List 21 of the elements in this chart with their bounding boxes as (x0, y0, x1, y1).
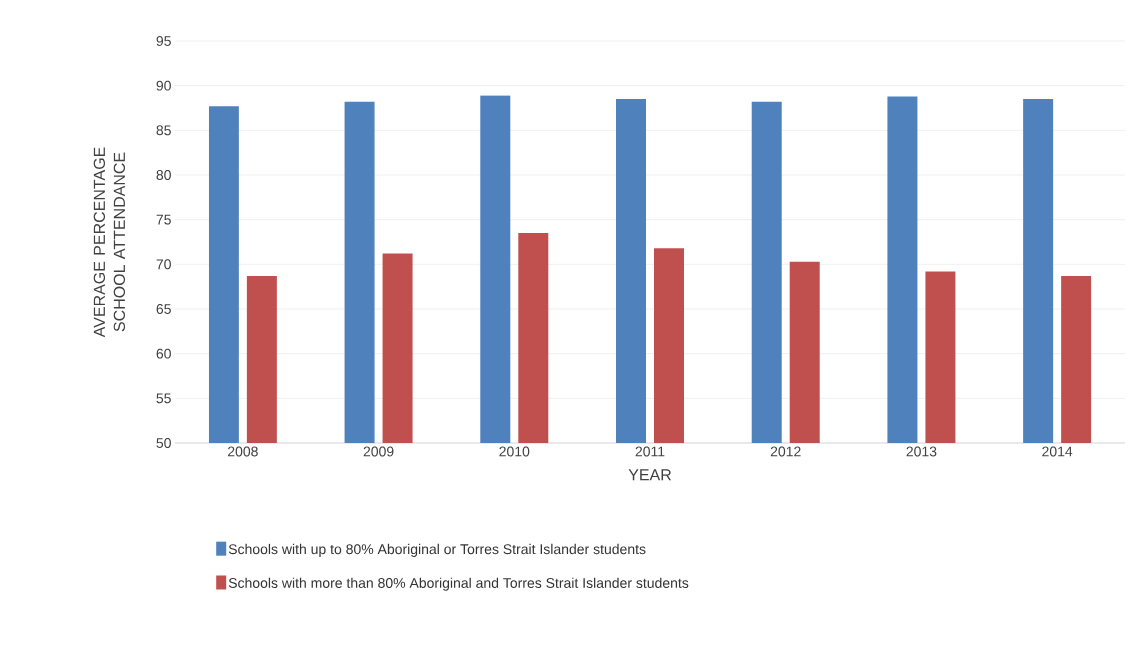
y-tick-label: 55 (156, 393, 171, 404)
legend-label: Schools with up to 80% Aboriginal or Torres Strait Islander students (228, 543, 646, 557)
x-tick-label: 2014 (1042, 446, 1073, 457)
y-tick-label: 50 (156, 438, 171, 448)
y-axis-title: AVERAGE PERCENTAGE SCHOOL ATTENDANCE (93, 147, 126, 338)
y-tick-label: 80 (156, 170, 171, 180)
x-tick-label: 2008 (228, 446, 258, 457)
y-tick-label: 75 (156, 214, 171, 225)
y-tick-label: 65 (156, 304, 171, 314)
y-tick-label: 95 (156, 36, 171, 46)
y-tick-label: 70 (156, 259, 171, 270)
legend-label: Schools with more than 80% Aboriginal and Torres Strait Islander students (228, 577, 689, 591)
x-axis-title: YEAR (628, 469, 672, 481)
x-tick-label: 2009 (363, 446, 394, 457)
y-tick-label: 60 (156, 348, 171, 359)
x-tick-label: 2012 (770, 446, 801, 457)
x-tick-label: 2010 (499, 446, 530, 457)
x-tick-label: 2013 (906, 446, 937, 457)
y-tick-label: 85 (156, 125, 171, 136)
y-tick-label: 90 (156, 80, 171, 91)
x-tick-label: 2011 (635, 446, 665, 457)
